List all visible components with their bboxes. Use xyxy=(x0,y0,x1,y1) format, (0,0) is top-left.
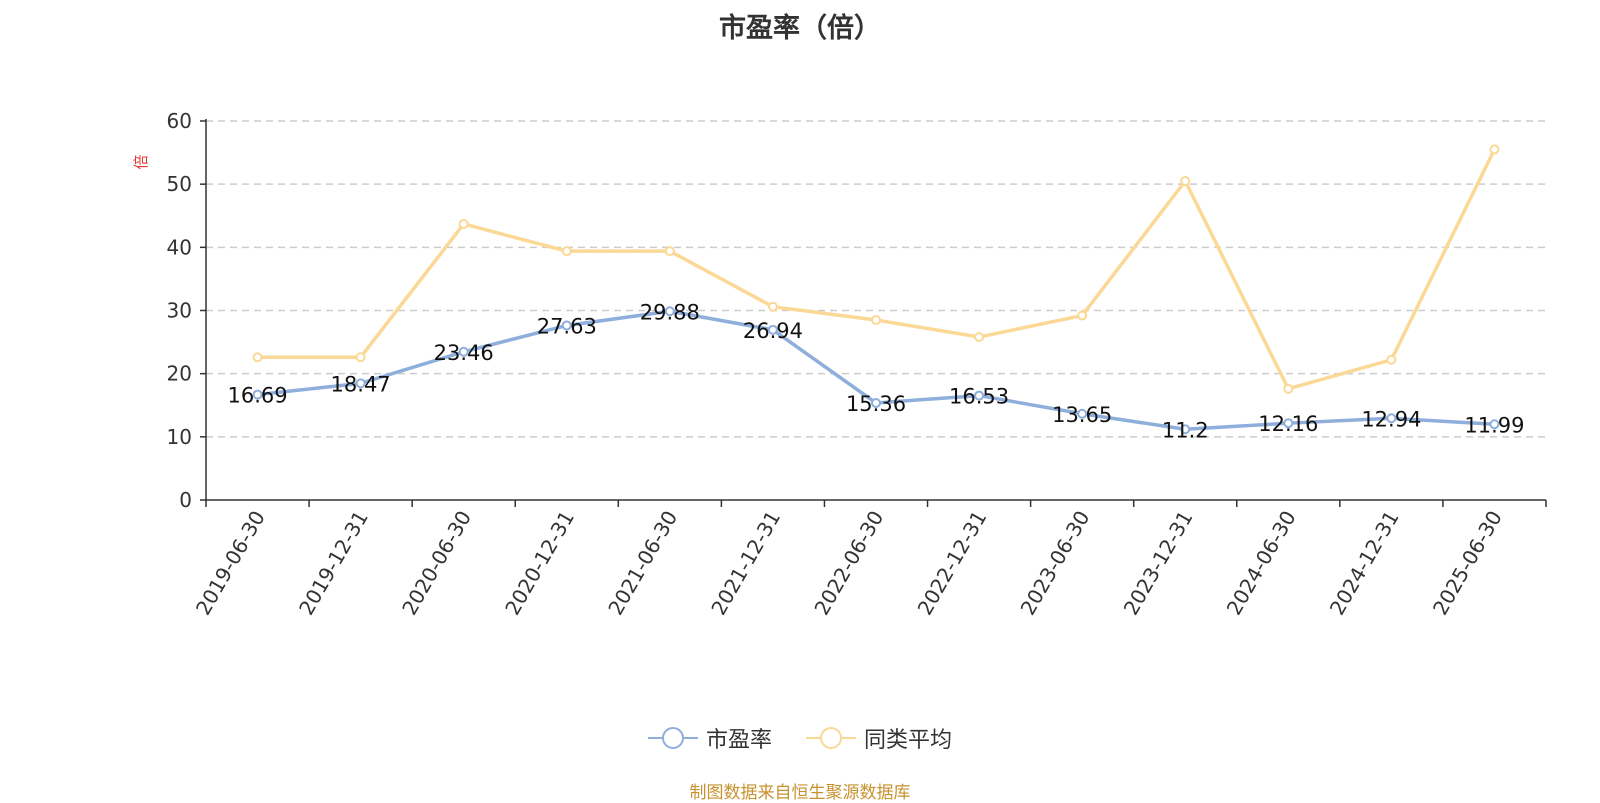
data-point xyxy=(355,352,366,363)
legend-item-pe[interactable]: 市盈率 xyxy=(647,722,772,754)
data-point xyxy=(767,324,778,335)
y-tick-label: 60 xyxy=(167,109,192,133)
data-point xyxy=(1489,419,1500,430)
data-point xyxy=(1180,424,1191,435)
x-tick-label: 2023-12-31 xyxy=(1119,507,1198,620)
data-label: 27.63 xyxy=(537,314,597,338)
data-point xyxy=(561,320,572,331)
x-tick-label: 2024-12-31 xyxy=(1325,507,1404,620)
data-labels: 16.69 18.47 23.46 27.63 29.88 26.94 15.36 16.53… xyxy=(227,300,1524,442)
x-tick-label: 2022-12-31 xyxy=(913,507,992,620)
data-point xyxy=(871,314,881,325)
x-tick-label: 2021-12-31 xyxy=(706,507,785,620)
x-tick-label: 2020-06-30 xyxy=(397,507,476,620)
data-label: 12.16 xyxy=(1258,412,1318,436)
data-label: 15.36 xyxy=(846,392,906,416)
y-tick-label: 0 xyxy=(179,488,192,512)
data-point xyxy=(252,389,263,400)
x-tick-label: 2019-06-30 xyxy=(191,507,270,620)
legend-line-icon xyxy=(647,726,698,750)
series-lines xyxy=(257,148,1497,432)
data-label: 11.99 xyxy=(1464,413,1524,437)
data-point xyxy=(458,218,469,229)
chart-title: 市盈率（倍） xyxy=(719,13,881,44)
data-label: 11.2 xyxy=(1162,418,1209,442)
x-tick-label: 2022-06-30 xyxy=(809,507,888,620)
source-note: 制图数据来自恒生聚源数据库 xyxy=(689,783,911,803)
y-tick-label: 50 xyxy=(167,172,192,196)
data-point xyxy=(355,378,366,389)
data-point xyxy=(1386,413,1397,424)
series-points xyxy=(252,144,1500,435)
x-tick-label: 2025-06-30 xyxy=(1428,507,1507,620)
data-point xyxy=(767,301,778,312)
axes xyxy=(205,119,1546,501)
legend-line-icon xyxy=(806,726,856,750)
data-label: 18.47 xyxy=(331,372,391,396)
data-point xyxy=(1489,144,1500,155)
data-point xyxy=(664,246,675,257)
data-label: 13.65 xyxy=(1052,403,1112,427)
data-point xyxy=(664,306,675,317)
x-tick-label: 2024-06-30 xyxy=(1222,507,1301,620)
legend-label: 同类平均 xyxy=(864,728,953,753)
data-label: 16.69 xyxy=(227,384,287,408)
x-tick-label: 2023-06-30 xyxy=(1016,507,1095,620)
data-point xyxy=(974,390,985,401)
data-point xyxy=(974,332,985,343)
data-label: 29.88 xyxy=(640,300,700,324)
data-label: 23.46 xyxy=(434,341,494,365)
x-tick-label: 2021-06-30 xyxy=(603,507,682,620)
legend: 市盈率 同类平均 xyxy=(0,722,1600,754)
data-point xyxy=(1077,310,1088,321)
legend-label: 市盈率 xyxy=(705,728,772,753)
data-point xyxy=(561,246,572,257)
y-tick-label: 10 xyxy=(167,425,192,449)
data-point xyxy=(252,352,263,363)
data-label: 16.53 xyxy=(949,385,1009,409)
data-label: 26.94 xyxy=(743,319,803,343)
y-tick-label: 40 xyxy=(167,235,192,259)
x-tick-label: 2019-12-31 xyxy=(294,507,373,620)
grid-lines xyxy=(206,120,1546,438)
x-tick-label: 2020-12-31 xyxy=(500,507,579,620)
data-label: 12.94 xyxy=(1361,407,1421,431)
axis-ticks: 0 10 20 30 40 50 60 2019-06-30 2019-12-31 2020-06… xyxy=(167,109,1547,620)
data-point xyxy=(1180,176,1191,187)
y-tick-label: 20 xyxy=(167,362,192,386)
data-point xyxy=(458,346,469,357)
data-point xyxy=(1283,383,1294,394)
y-axis-label: 倍 xyxy=(132,154,150,169)
data-point xyxy=(1386,354,1397,365)
legend-item-peer-avg[interactable]: 同类平均 xyxy=(806,722,952,754)
y-tick-label: 30 xyxy=(167,299,192,323)
data-point xyxy=(871,397,881,408)
data-point xyxy=(1077,408,1088,419)
data-point xyxy=(1283,418,1294,429)
